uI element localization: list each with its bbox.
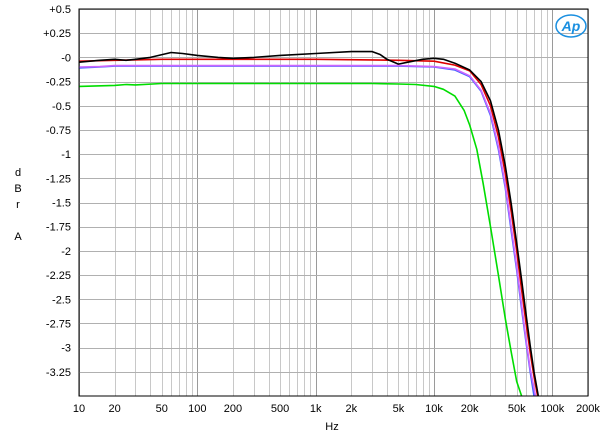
y-tick-label: -3	[61, 343, 71, 355]
x-tick-label: 50	[156, 403, 168, 415]
x-tick-label: 50k	[508, 403, 526, 415]
x-axis-label: Hz	[325, 421, 338, 433]
grid-lines	[79, 9, 589, 396]
y-axis-label-char: B	[14, 183, 21, 195]
x-tick-label: 500	[271, 403, 289, 415]
x-tick-label: 200k	[576, 403, 600, 415]
y-tick-label: -2	[61, 246, 71, 258]
x-tick-label: 1k	[310, 403, 322, 415]
x-tick-label: 10k	[425, 403, 443, 415]
y-tick-label: -2.5	[52, 294, 71, 306]
ap-logo: Ap	[555, 14, 587, 38]
x-tick-label: 100k	[540, 403, 564, 415]
y-axis-label-char: d	[15, 167, 21, 179]
x-tick-label: 100	[188, 403, 206, 415]
x-tick-label: 5k	[393, 403, 405, 415]
x-tick-label: 10	[73, 403, 85, 415]
x-tick-label: 20k	[461, 403, 479, 415]
y-tick-label: -2.25	[46, 270, 71, 282]
x-tick-label: 2k	[346, 403, 358, 415]
y-axis-label-char: r	[16, 199, 20, 211]
y-tick-label: +0.25	[43, 28, 71, 40]
y-tick-label: -3.25	[46, 367, 71, 379]
y-tick-label: -2.75	[46, 318, 71, 330]
y-tick-label: +0.5	[49, 4, 71, 16]
y-tick-label: -1.75	[46, 222, 71, 234]
series-line-5	[78, 50, 540, 397]
y-tick-label: -0	[61, 52, 71, 64]
y-tick-labels: +0.5 +0.25 -0 -0.25 -0.5 -0.75 -1 -1.25 -1.5 -1.7…	[43, 4, 71, 379]
ap-logo-text: Ap	[561, 18, 581, 34]
y-axis-label-char: A	[14, 231, 22, 243]
series-line-3	[78, 64, 537, 397]
y-tick-label: -1.25	[46, 173, 71, 185]
x-tick-label: 20	[109, 403, 121, 415]
y-tick-label: -1	[61, 149, 71, 161]
y-tick-label: -0.5	[52, 101, 71, 113]
y-tick-label: -0.75	[46, 125, 71, 137]
series-line-4	[78, 58, 539, 397]
series-line-1	[78, 82, 523, 397]
data-series	[78, 50, 540, 397]
x-tick-labels: 10 20 50 100 200 500 1k 2k 5k 10k 20k 50k 100k 200k	[73, 403, 600, 415]
y-tick-label: -0.25	[46, 77, 71, 89]
y-tick-label: -1.5	[52, 198, 71, 210]
x-tick-label: 200	[224, 403, 242, 415]
plot-frame	[78, 8, 589, 397]
y-axis-label: dBr A	[14, 167, 22, 243]
